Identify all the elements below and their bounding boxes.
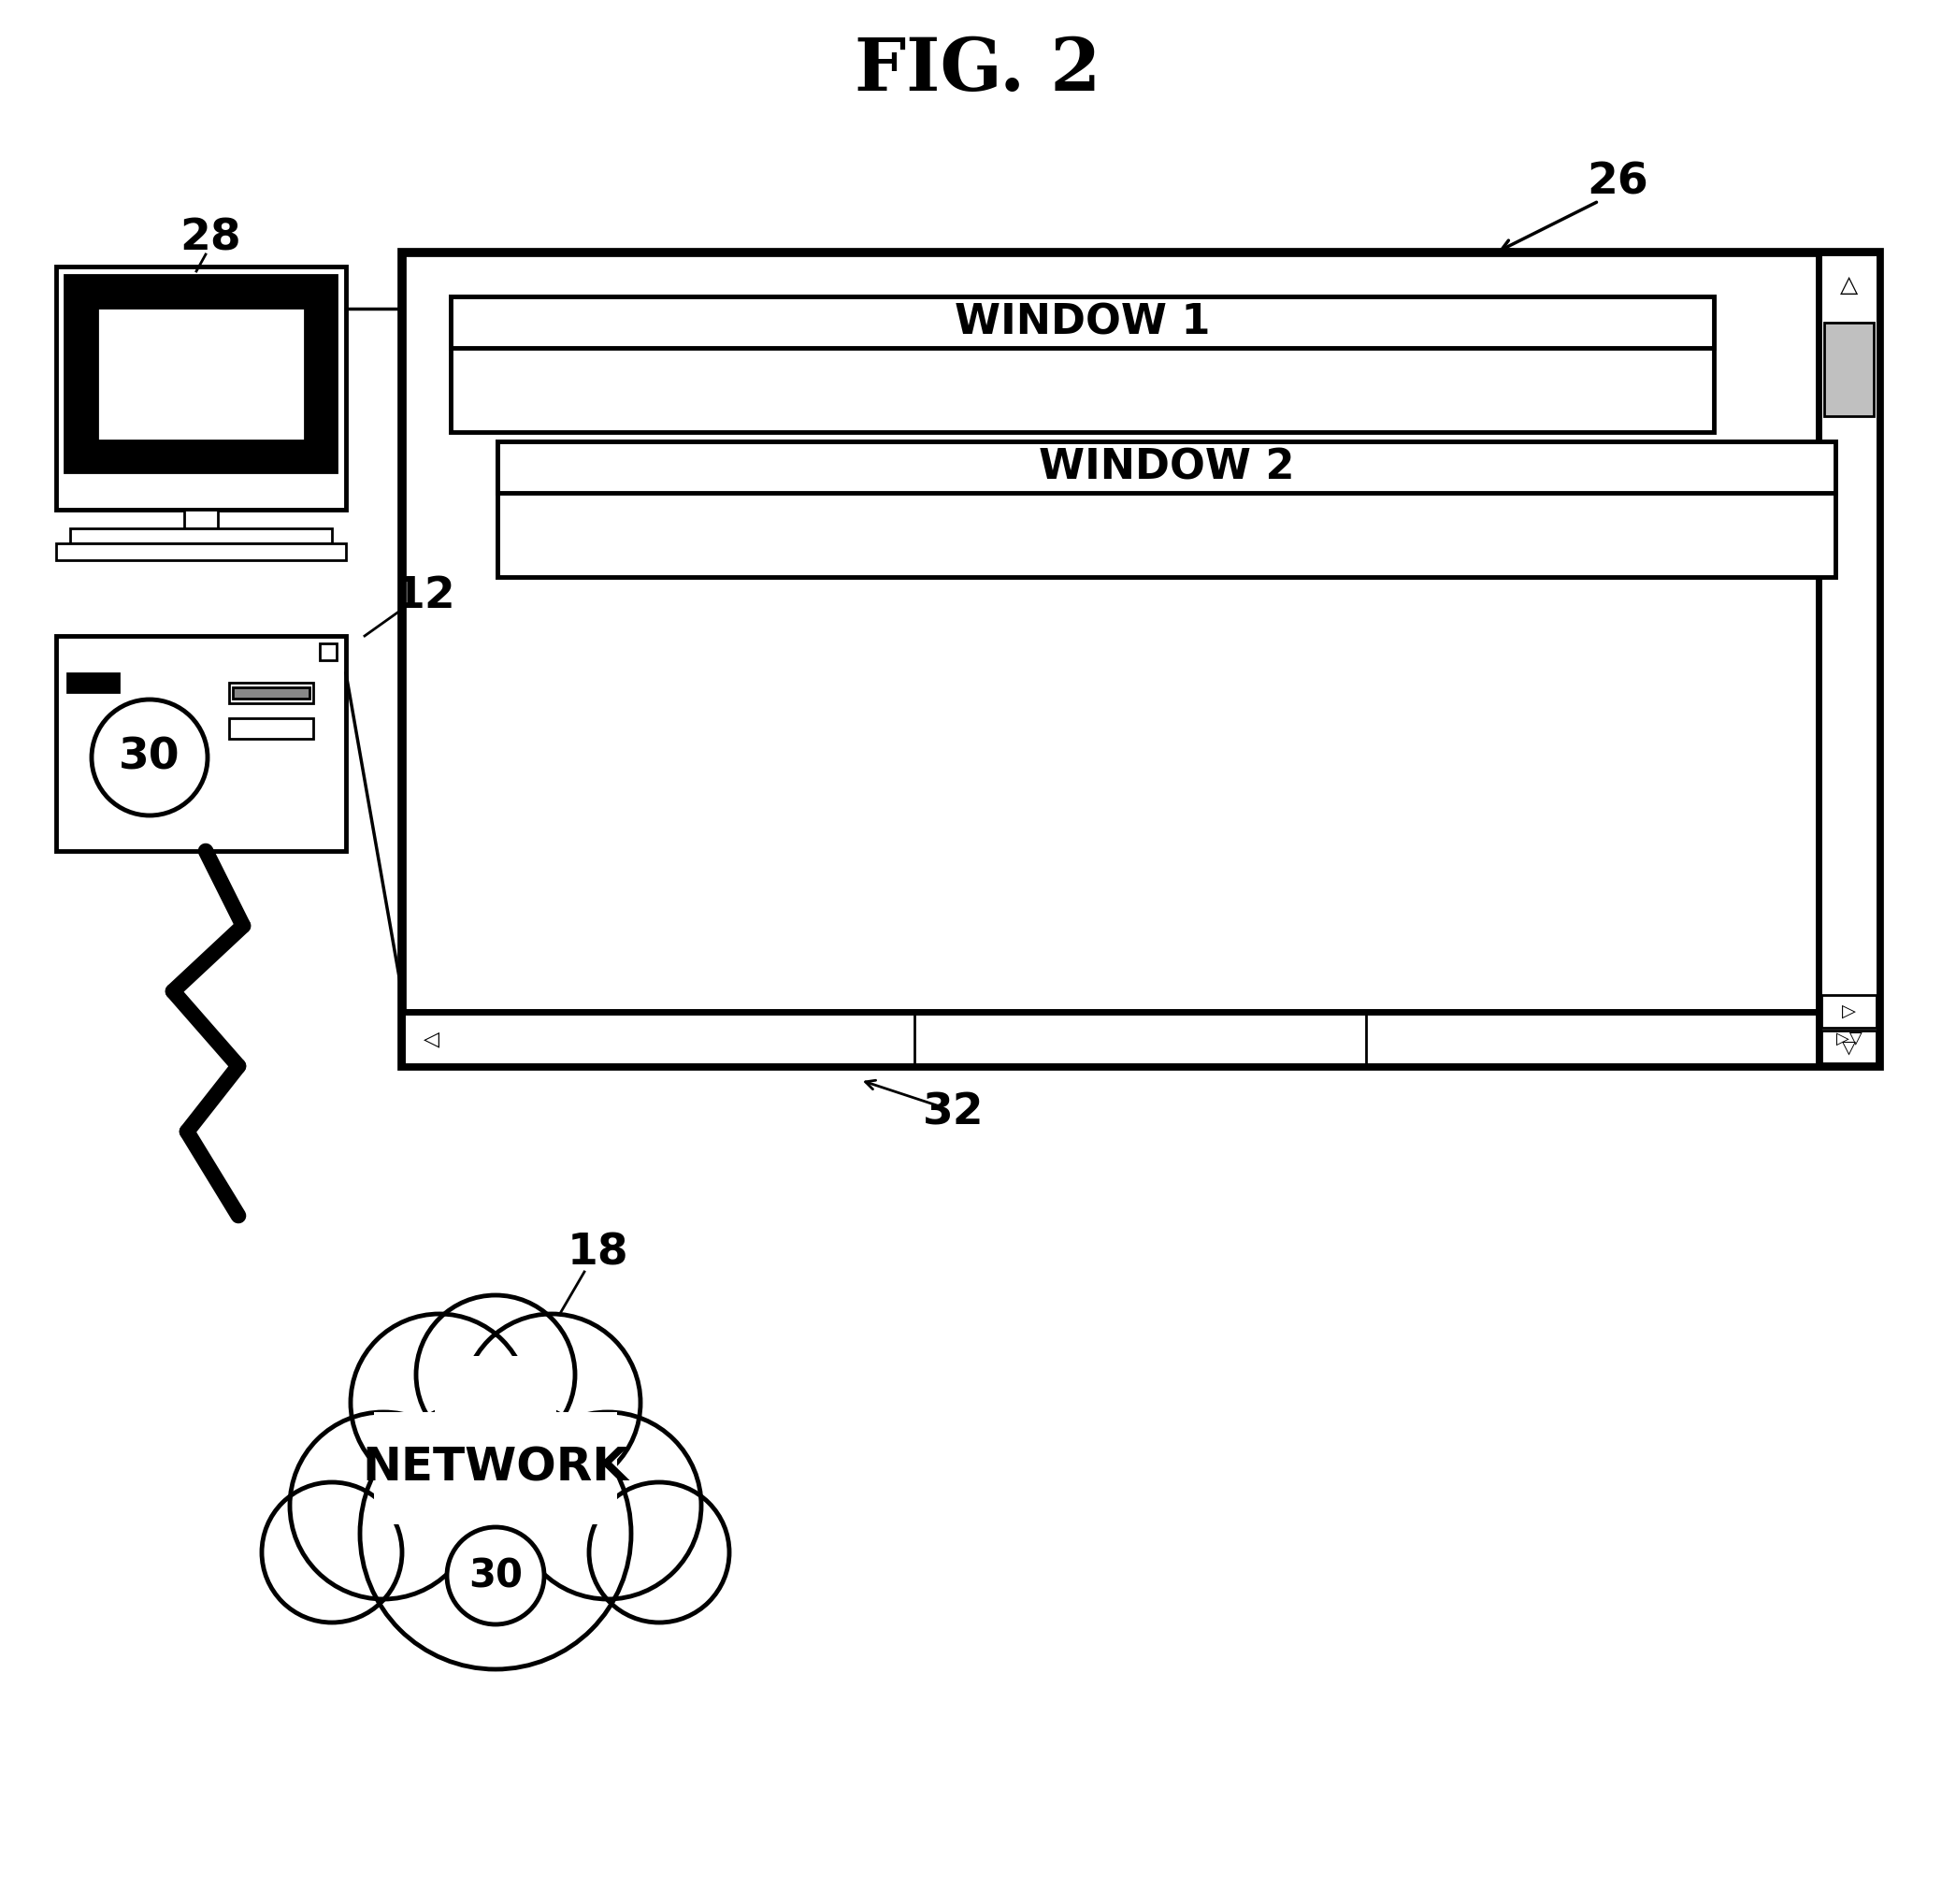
Text: ▷▽: ▷▽	[1837, 1030, 1862, 1047]
Bar	[57, 636, 346, 851]
Bar	[524, 1413, 616, 1525]
Bar	[434, 1356, 556, 1561]
Bar	[403, 253, 1880, 1066]
Bar	[1819, 253, 1880, 1066]
Bar	[1819, 1011, 1880, 1066]
Text: 30: 30	[119, 737, 180, 779]
Bar	[319, 644, 336, 661]
Bar	[76, 288, 325, 461]
Bar	[70, 529, 333, 543]
Text: WINDOW 1: WINDOW 1	[955, 303, 1211, 343]
Circle shape	[589, 1481, 730, 1622]
Text: △: △	[1841, 274, 1858, 297]
Text: ▷: ▷	[1843, 1003, 1856, 1021]
Text: 12: 12	[395, 575, 456, 617]
Text: 32: 32	[923, 1091, 984, 1135]
Bar	[1821, 1030, 1876, 1062]
Text: 18: 18	[567, 1232, 630, 1274]
Bar	[403, 1011, 1819, 1066]
Text: ▽: ▽	[1843, 1038, 1856, 1057]
Text: 28: 28	[180, 217, 241, 259]
Bar	[374, 1413, 467, 1525]
Bar	[57, 267, 346, 510]
Text: NETWORK: NETWORK	[362, 1445, 628, 1491]
Circle shape	[262, 1481, 403, 1622]
Circle shape	[446, 1527, 544, 1624]
Bar	[229, 684, 313, 703]
Text: 26: 26	[1586, 162, 1649, 204]
Circle shape	[350, 1314, 528, 1491]
Text: FIG. 2: FIG. 2	[855, 34, 1101, 107]
Bar	[233, 687, 309, 699]
Circle shape	[360, 1398, 632, 1670]
Circle shape	[514, 1413, 702, 1599]
Bar	[1821, 996, 1876, 1028]
Circle shape	[417, 1295, 575, 1455]
Bar	[184, 510, 217, 529]
Circle shape	[464, 1314, 640, 1491]
Text: ◁: ◁	[424, 1030, 440, 1049]
Bar	[497, 442, 1835, 577]
Bar	[229, 718, 313, 739]
Text: 30: 30	[467, 1556, 522, 1596]
Circle shape	[92, 699, 207, 815]
Bar	[450, 297, 1713, 432]
Bar	[98, 308, 305, 440]
Text: WINDOW 2: WINDOW 2	[1039, 447, 1295, 487]
Bar	[450, 297, 1713, 348]
Bar	[67, 674, 119, 691]
Circle shape	[289, 1413, 477, 1599]
Bar	[57, 543, 346, 560]
Bar	[1825, 322, 1874, 417]
Bar	[497, 442, 1835, 493]
